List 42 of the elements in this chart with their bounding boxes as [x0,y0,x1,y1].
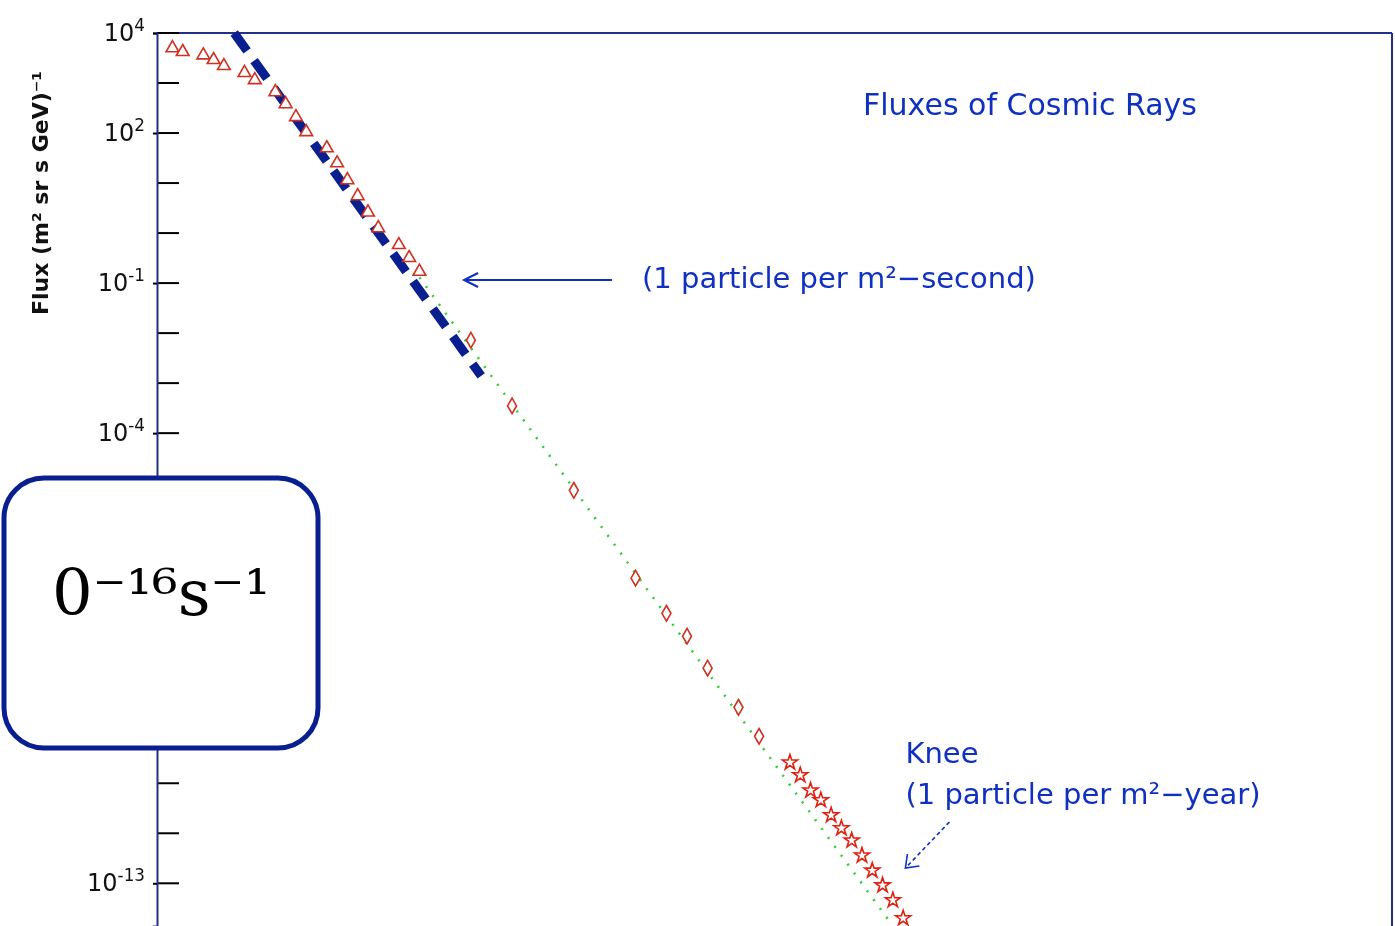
point [247,71,262,85]
point [853,846,871,863]
y-axis-title: Flux (m² sr s GeV)⁻¹ [28,70,53,316]
point [288,108,304,122]
point [360,204,376,217]
point [802,781,819,798]
point [812,791,830,808]
annotation: (1 particle per m²−second) [642,261,1036,295]
point [237,64,252,78]
y-tick-label: 10$^{-1}$ [97,265,145,298]
point [371,219,386,233]
point [874,876,891,893]
point [319,139,334,153]
point [791,766,809,783]
point [401,249,417,263]
point [340,171,355,185]
y-tick-label: 10$^{-13}$ [87,865,145,898]
point [863,861,881,878]
point [196,47,211,60]
point [843,831,860,848]
y-tick-label: 10$^{-4}$ [97,415,145,448]
point [884,891,902,908]
text: Fluxes of Cosmic Rays [863,87,1197,122]
point [894,909,912,926]
annotation: Knee (1 particle per m²−year) [905,736,1261,811]
point [391,236,407,250]
y-tick-label: 10$^{2}$ [103,115,145,148]
point [781,753,799,770]
point [833,819,850,836]
point [165,39,180,53]
point [278,95,293,109]
point [216,57,232,71]
point [268,83,283,97]
point [350,187,365,201]
point [299,123,314,137]
point [206,51,221,65]
y-tick-label: 10$^{4}$ [103,15,145,48]
point [822,806,840,823]
point [412,263,427,277]
point [329,155,345,168]
point [175,43,190,57]
annotation: 0⁻¹⁶s⁻¹ [51,556,271,630]
